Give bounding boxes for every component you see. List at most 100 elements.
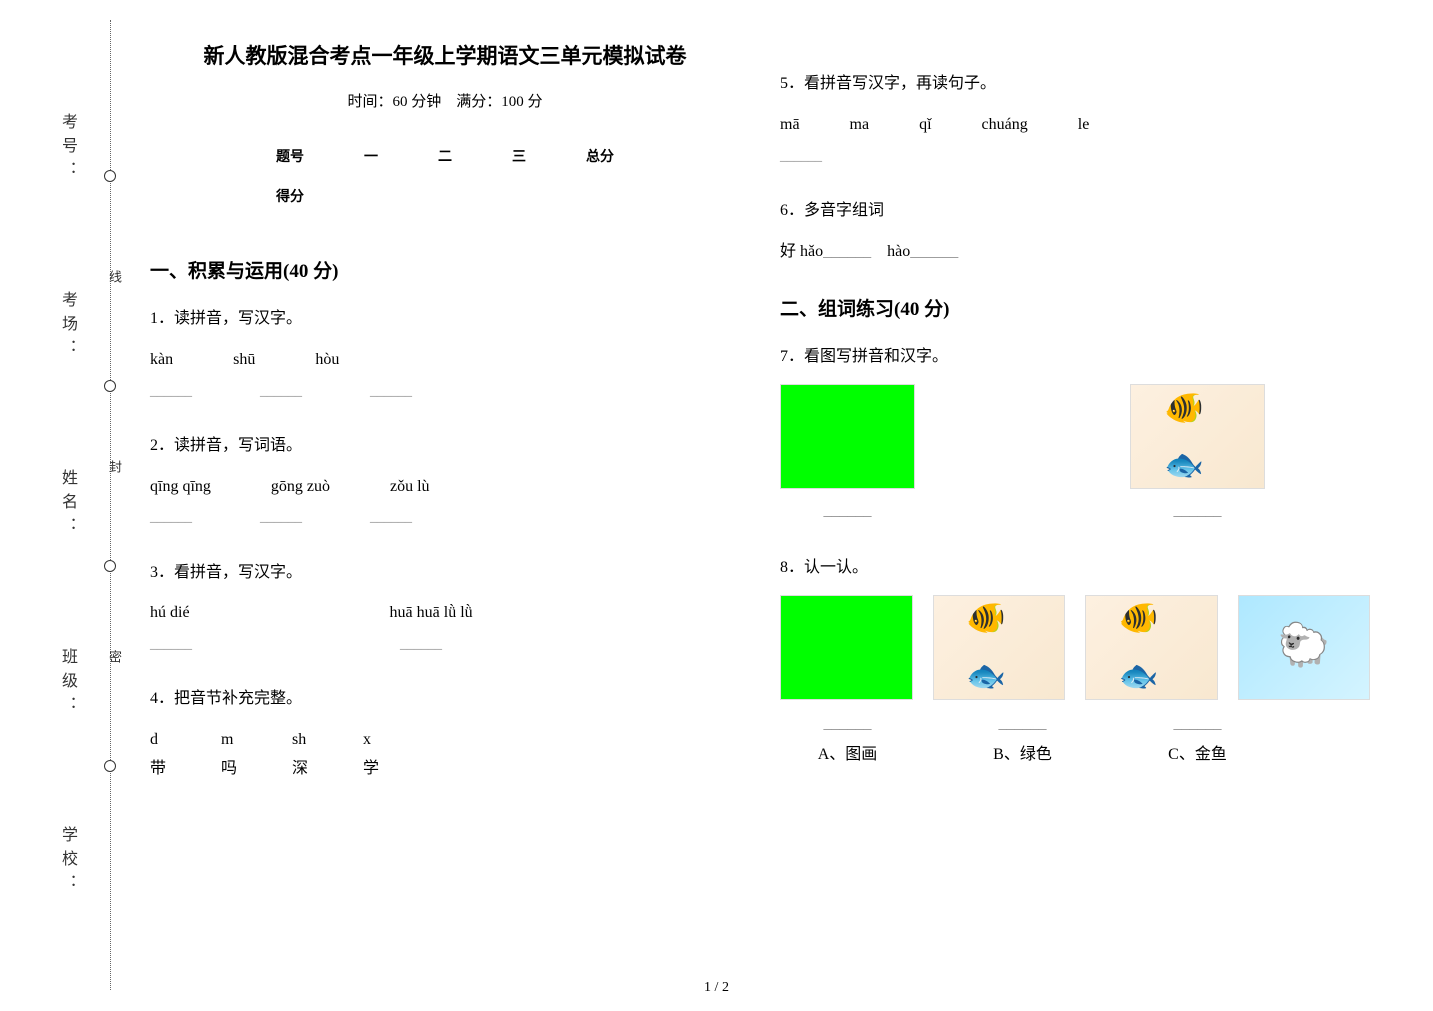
consonant-char: 深 [292,755,308,784]
pinyin-item: chuáng [982,111,1028,140]
answer-blank[interactable]: ______ [150,379,200,404]
score-header: 总分 [556,136,644,176]
question-4: 4．把音节补充完整。 d 带 m 吗 sh 深 x 学 [150,685,740,783]
q6-content: 好 hǎo______ hào______ [780,238,1370,267]
time-label: 时间：60 分钟 [347,94,441,110]
match-option: ______ C、金鱼 [1130,710,1265,770]
consonant-pinyin: x [363,726,379,755]
q5-pinyin-row: mā ma qǐ chuáng le [780,111,1370,140]
answer-blank[interactable]: ______ [150,632,200,657]
match-label: A、图画 [780,741,915,770]
pinyin-item: hòu [315,346,339,375]
q3-pinyin-row: hú dié huā huā lǜ lǜ [150,599,740,628]
image-cartoon-sheep [1238,595,1371,700]
option-text: 图画 [845,746,877,763]
seal-circle [104,380,116,392]
seal-dotted-line: 线 封 密 [110,20,130,990]
score-cell [556,176,644,216]
score-label: 满分：100 分 [456,94,542,110]
seal-text-secret: 密 [105,650,124,681]
score-header: 三 [482,136,556,176]
left-column: 新人教版混合考点一年级上学期语文三单元模拟试卷 时间：60 分钟 满分：100 … [150,40,740,812]
score-header: 二 [408,136,482,176]
question-5: 5．看拼音写汉字，再读句子。 mā ma qǐ chuáng le ______ [780,70,1370,169]
pinyin-item: shū [233,346,255,375]
q8-title: 8．认一认。 [780,554,1370,583]
section-1-title: 一、积累与运用(40 分) [150,256,740,283]
option-text: 绿色 [1020,746,1052,763]
question-3: 3．看拼音，写汉字。 hú dié huā huā lǜ lǜ ______ _… [150,559,740,658]
answer-blank[interactable]: ______ [150,505,200,530]
match-option: ______ B、绿色 [955,710,1090,770]
spacer [955,497,1090,526]
pinyin-item: le [1078,111,1090,140]
spacer [955,384,1090,489]
exam-title: 新人教版混合考点一年级上学期语文三单元模拟试卷 [150,40,740,70]
answer-blank[interactable]: ______ [370,505,420,530]
q4-title: 4．把音节补充完整。 [150,685,740,714]
q4-item: sh 深 [292,726,308,784]
score-cell [482,176,556,216]
binding-label-school: 学校： [55,826,79,898]
score-cell [334,176,408,216]
answer-blank[interactable]: ______ [823,243,871,260]
answer-blank[interactable]: ______ [999,715,1047,732]
consonant-pinyin: d [150,726,166,755]
page-number: 1 / 2 [704,980,729,996]
image-goldfish [1085,595,1218,700]
answer-blank[interactable]: ______ [260,379,310,404]
binding-labels: 考号： 考场： 姓名： 班级： 学校： [55,0,79,1011]
answer-blank[interactable]: ______ [400,632,450,657]
q2-title: 2．读拼音，写词语。 [150,432,740,461]
pinyin-item: mā [780,111,800,140]
right-column: 5．看拼音写汉字，再读句子。 mā ma qǐ chuáng le ______… [780,40,1370,812]
seal-line-container: 线 封 密 [110,20,130,990]
q8-options-row: ______ A、图画 ______ B、绿色 ______ C、金鱼 [780,710,1370,770]
q3-title: 3．看拼音，写汉字。 [150,559,740,588]
q4-item: x 学 [363,726,379,784]
seal-circle [104,170,116,182]
q7-blank-row: ______ ______ [780,497,1370,526]
score-header: 题号 [246,136,334,176]
answer-blank[interactable]: ______ [260,505,310,530]
section-2-title: 二、组词练习(40 分) [780,294,1370,321]
question-7: 7．看图写拼音和汉字。 ______ ______ [780,343,1370,526]
q6-opt2-pinyin: hào [887,243,910,260]
question-1: 1．读拼音，写汉字。 kàn shū hòu ______ ______ ___… [150,305,740,404]
exam-meta: 时间：60 分钟 满分：100 分 [150,90,740,111]
answer-blank[interactable]: ______ [1130,497,1265,526]
pinyin-item: ma [850,111,870,140]
q2-pinyin-row: qīng qīng gōng zuò zǒu lù [150,473,740,502]
consonant-pinyin: m [221,726,237,755]
answer-blank[interactable]: ______ [824,715,872,732]
answer-blank[interactable]: ______ [910,243,958,260]
question-8: 8．认一认。 ______ A、图画 ______ B、绿色 [780,554,1370,769]
seal-text-line: 线 [105,270,124,301]
image-green-block [780,384,915,489]
match-option: ______ A、图画 [780,710,915,770]
consonant-char: 学 [363,755,379,784]
answer-blank[interactable]: ______ [780,144,830,169]
question-2: 2．读拼音，写词语。 qīng qīng gōng zuò zǒu lù ___… [150,432,740,531]
image-green-block [780,595,913,700]
pinyin-item: hú dié [150,599,190,628]
pinyin-item: qīng qīng [150,473,211,502]
answer-blank[interactable]: ______ [780,497,915,526]
q1-pinyin-row: kàn shū hòu [150,346,740,375]
q4-item: m 吗 [221,726,237,784]
binding-label-room: 考场： [55,291,79,363]
answer-blank[interactable]: ______ [1174,715,1222,732]
q1-title: 1．读拼音，写汉字。 [150,305,740,334]
pinyin-item: kàn [150,346,173,375]
option-key: B、 [993,746,1020,763]
q6-title: 6．多音字组词 [780,197,1370,226]
option-key: A、 [818,746,846,763]
pinyin-item: gōng zuò [271,473,330,502]
q1-blank-row: ______ ______ ______ [150,379,740,404]
consonant-pinyin: sh [292,726,308,755]
answer-blank[interactable]: ______ [370,379,420,404]
q6-prefix: 好 [780,243,796,260]
score-row-label: 得分 [246,176,334,216]
image-goldfish [1130,384,1265,489]
image-goldfish [933,595,1066,700]
